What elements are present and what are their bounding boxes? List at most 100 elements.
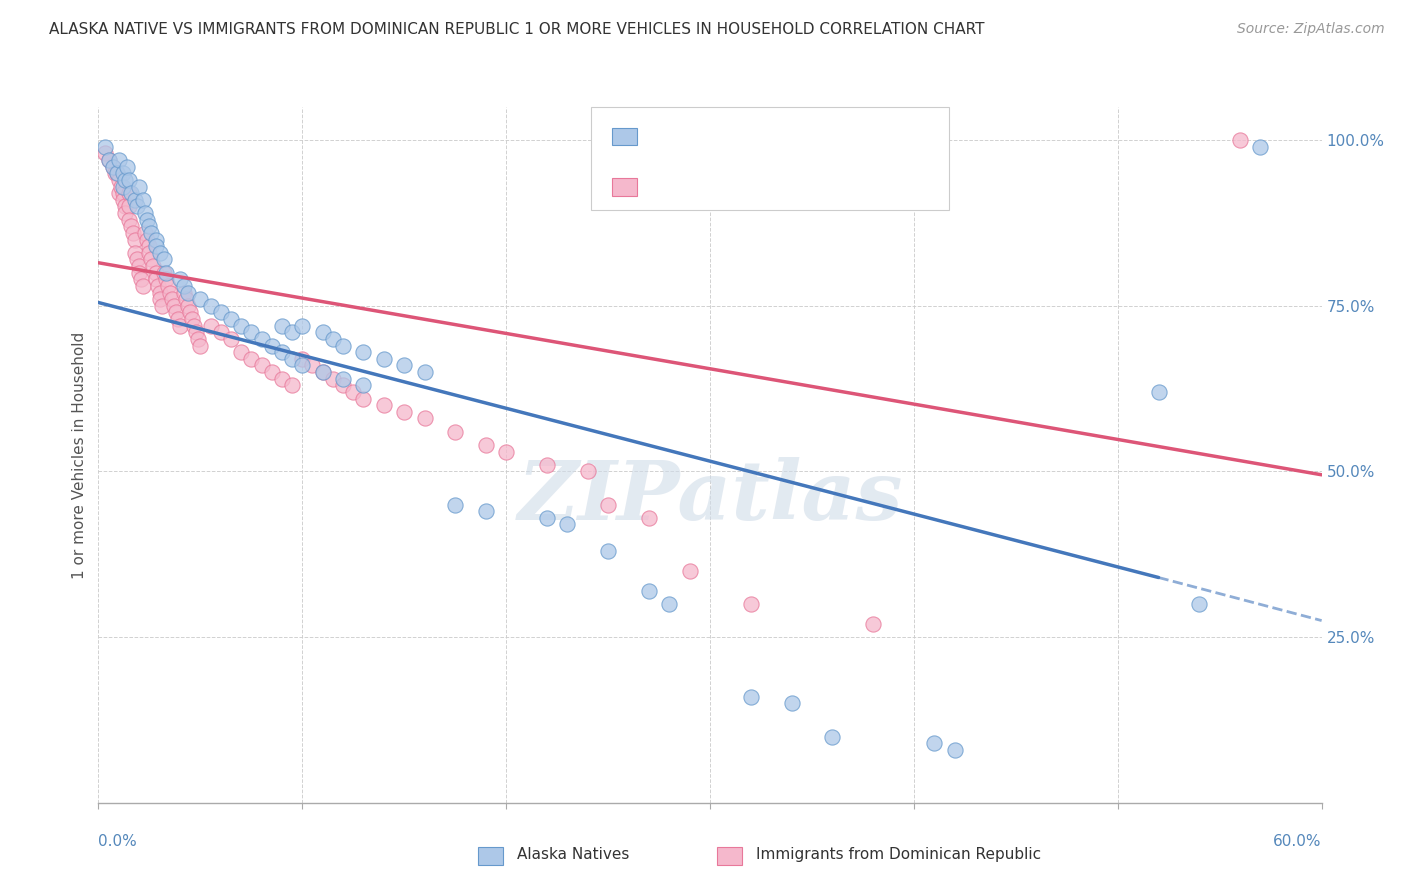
- Point: [173, 285, 195, 300]
- Point: [181, 312, 204, 326]
- Point: [134, 226, 156, 240]
- Point: [120, 186, 142, 201]
- Point: [114, 173, 136, 187]
- Point: [342, 384, 364, 399]
- Point: [780, 697, 803, 711]
- Point: [149, 285, 172, 300]
- Point: [209, 326, 232, 340]
- Point: [183, 318, 205, 333]
- Point: [138, 219, 160, 234]
- Point: [474, 504, 498, 518]
- Point: [1229, 133, 1251, 147]
- Point: [118, 186, 141, 201]
- Point: [122, 226, 145, 240]
- Point: [862, 616, 884, 631]
- Point: [209, 305, 232, 319]
- Point: [536, 458, 558, 472]
- Point: [186, 326, 208, 340]
- Point: [373, 351, 395, 366]
- Text: ALASKA NATIVE VS IMMIGRANTS FROM DOMINICAN REPUBLIC 1 OR MORE VEHICLES IN HOUSEH: ALASKA NATIVE VS IMMIGRANTS FROM DOMINIC…: [49, 22, 984, 37]
- Point: [495, 444, 517, 458]
- Point: [156, 279, 179, 293]
- Point: [260, 365, 283, 379]
- Point: [637, 511, 661, 525]
- Point: [111, 186, 134, 201]
- Point: [128, 179, 150, 194]
- Text: -0.298: -0.298: [696, 128, 755, 145]
- Point: [93, 146, 115, 161]
- Point: [250, 332, 273, 346]
- Text: 54: 54: [830, 128, 852, 145]
- Point: [332, 378, 354, 392]
- Point: [115, 160, 138, 174]
- Point: [149, 292, 172, 306]
- Text: N =: N =: [778, 128, 825, 145]
- Point: [740, 597, 762, 611]
- Point: [105, 166, 128, 180]
- Point: [270, 372, 294, 386]
- Point: [118, 173, 141, 187]
- Point: [141, 226, 163, 240]
- Point: [169, 318, 191, 333]
- Point: [101, 160, 124, 174]
- Text: Alaska Natives: Alaska Natives: [517, 847, 630, 863]
- Point: [141, 252, 163, 267]
- Point: [352, 378, 374, 392]
- Point: [392, 359, 416, 373]
- Point: [240, 351, 263, 366]
- Point: [111, 166, 134, 180]
- Point: [231, 345, 253, 359]
- Point: [152, 266, 174, 280]
- Point: [332, 372, 354, 386]
- Point: [373, 398, 395, 412]
- Point: [1188, 597, 1211, 611]
- Point: [132, 279, 155, 293]
- Point: [152, 252, 174, 267]
- Text: R =: R =: [654, 128, 690, 145]
- Point: [270, 318, 294, 333]
- Point: [118, 212, 141, 227]
- Point: [179, 305, 201, 319]
- Point: [97, 153, 120, 167]
- Point: [127, 199, 149, 213]
- Point: [188, 292, 212, 306]
- Point: [270, 345, 294, 359]
- Point: [281, 326, 304, 340]
- Point: [413, 365, 436, 379]
- Point: [322, 372, 344, 386]
- Text: R =: R =: [654, 178, 690, 196]
- Point: [598, 498, 620, 512]
- Point: [740, 690, 762, 704]
- Point: [129, 272, 152, 286]
- Point: [145, 266, 167, 280]
- Point: [128, 266, 150, 280]
- Point: [120, 219, 142, 234]
- Point: [301, 359, 323, 373]
- Point: [312, 326, 335, 340]
- Point: [136, 212, 159, 227]
- Point: [177, 285, 200, 300]
- Point: [169, 272, 191, 286]
- Point: [352, 345, 374, 359]
- Point: [105, 166, 128, 180]
- Point: [598, 544, 620, 558]
- Point: [104, 166, 127, 180]
- Point: [219, 332, 242, 346]
- Point: [97, 153, 120, 167]
- Point: [1147, 384, 1170, 399]
- Point: [149, 245, 172, 260]
- Text: Immigrants from Dominican Republic: Immigrants from Dominican Republic: [756, 847, 1042, 863]
- Point: [110, 179, 132, 194]
- Point: [167, 312, 190, 326]
- Point: [101, 160, 124, 174]
- Text: 60.0%: 60.0%: [1274, 834, 1322, 849]
- Point: [93, 140, 115, 154]
- Point: [444, 425, 467, 439]
- Point: [240, 326, 263, 340]
- Point: [637, 583, 661, 598]
- Point: [821, 730, 844, 744]
- Point: [138, 239, 160, 253]
- Text: ZIPatlas: ZIPatlas: [517, 457, 903, 537]
- Point: [165, 305, 187, 319]
- Point: [943, 743, 966, 757]
